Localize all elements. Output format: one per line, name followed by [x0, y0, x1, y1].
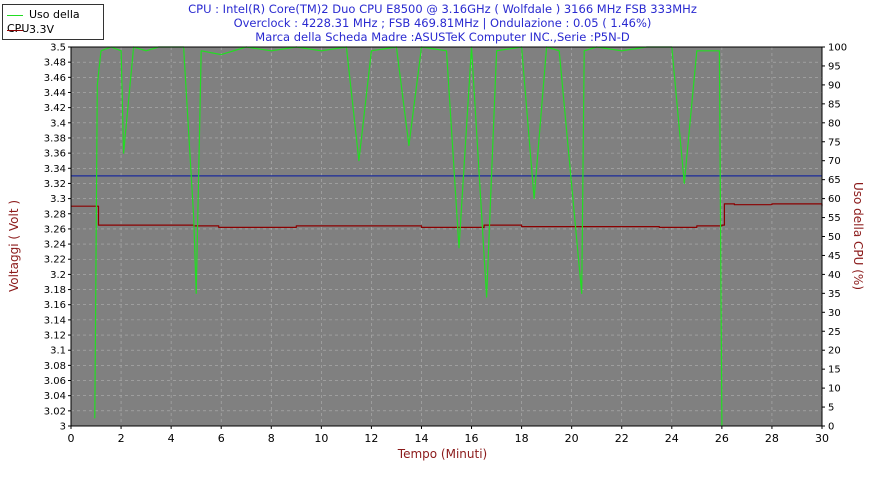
y-left-tick-label: 3.16	[44, 300, 66, 311]
legend-item-volt: 3.3V	[7, 23, 54, 37]
x-tick-label: 28	[765, 432, 779, 445]
y-right-tick-label: 85	[828, 99, 841, 110]
y-left-tick-label: 3.02	[44, 406, 66, 417]
y-right-tick-label: 75	[828, 137, 841, 148]
y-right-ticks: 0 5 10 15 20 25 30 35 40 45 50 55 60 65 70 75 80 85 90 95 10…	[822, 43, 847, 433]
y-right-tick-label: 35	[828, 289, 841, 300]
y-left-tick-label: 3.2	[50, 270, 66, 281]
y-left-tick-label: 3.26	[44, 224, 66, 235]
y-right-tick-label: 65	[828, 175, 841, 186]
y-right-tick-label: 90	[828, 80, 841, 91]
x-tick-label: 20	[565, 432, 579, 445]
y-axis-left-label: Voltaggi ( Volt )	[7, 199, 21, 293]
y-left-ticks: 3 3.02 3.04 3.06 3.08 3.1 3.12 3.14 3.16 3.18 3.2 3…	[44, 43, 71, 433]
legend-label-cpu: Uso della CPU	[7, 8, 80, 35]
y-left-tick-label: 3.04	[44, 391, 66, 402]
x-tick-label: 4	[168, 432, 175, 445]
header-cpu-line: CPU : Intel(R) Core(TM)2 Duo CPU E8500 @…	[188, 2, 697, 16]
y-right-tick-label: 40	[828, 270, 841, 281]
y-left-tick-label: 3	[60, 422, 66, 433]
y-left-tick-label: 3.32	[44, 179, 66, 190]
x-axis-label: Tempo (Minuti)	[397, 447, 488, 461]
y-right-tick-label: 25	[828, 327, 841, 338]
y-left-tick-label: 3.4	[50, 118, 66, 129]
y-right-tick-label: 50	[828, 232, 841, 243]
legend-label-volt: 3.3V	[29, 23, 55, 36]
y-left-tick-label: 3.06	[44, 376, 66, 387]
y-left-tick-label: 3.44	[44, 88, 66, 99]
x-ticks: 0 2 4 6 8 10 12 14 16 18 20 22 24 26 28 30	[68, 426, 829, 445]
y-left-tick-label: 3.42	[44, 103, 66, 114]
header-overclock-line: Overclock : 4228.31 MHz ; FSB 469.81MHz …	[233, 16, 652, 30]
header-motherboard-line: Marca della Scheda Madre :ASUSTeK Comput…	[255, 30, 630, 44]
y-left-tick-label: 3.14	[44, 315, 66, 326]
y-left-tick-label: 3.28	[44, 209, 66, 220]
legend: Uso della CPU 3.3V	[2, 4, 104, 40]
x-tick-label: 10	[314, 432, 328, 445]
x-tick-label: 22	[615, 432, 629, 445]
y-left-tick-label: 3.1	[50, 346, 66, 357]
y-left-tick-label: 3.48	[44, 58, 66, 69]
x-tick-label: 18	[515, 432, 529, 445]
plot-area	[71, 47, 822, 426]
y-left-tick-label: 3.22	[44, 255, 66, 266]
legend-item-cpu: Uso della CPU	[7, 8, 103, 35]
y-left-tick-label: 3.24	[44, 240, 66, 251]
y-left-tick-label: 3.08	[44, 361, 66, 372]
y-right-tick-label: 100	[828, 43, 847, 54]
y-right-tick-label: 45	[828, 251, 841, 262]
y-right-tick-label: 80	[828, 118, 841, 129]
x-tick-label: 16	[465, 432, 479, 445]
x-tick-label: 12	[364, 432, 378, 445]
y-left-tick-label: 3.38	[44, 133, 66, 144]
x-tick-label: 26	[715, 432, 729, 445]
y-left-tick-label: 3.34	[44, 164, 66, 175]
y-left-tick-label: 3.5	[50, 43, 66, 54]
y-right-tick-label: 10	[828, 384, 841, 395]
x-tick-label: 0	[68, 432, 75, 445]
x-tick-label: 24	[665, 432, 679, 445]
y-right-tick-label: 55	[828, 213, 841, 224]
y-right-tick-label: 5	[828, 403, 834, 414]
legend-swatch-volt	[7, 29, 23, 31]
legend-swatch-cpu	[7, 14, 23, 16]
y-left-tick-label: 3.3	[50, 194, 66, 205]
y-right-tick-label: 0	[828, 422, 834, 433]
x-tick-label: 2	[118, 432, 125, 445]
y-axis-right-label: Uso della CPU (%)	[851, 181, 865, 291]
y-left-tick-label: 3.36	[44, 149, 66, 160]
x-tick-label: 8	[268, 432, 275, 445]
y-left-tick-label: 3.18	[44, 285, 66, 296]
y-right-tick-label: 15	[828, 365, 841, 376]
x-tick-label: 30	[815, 432, 829, 445]
y-left-tick-label: 3.12	[44, 331, 66, 342]
y-right-tick-label: 60	[828, 194, 841, 205]
y-right-tick-label: 20	[828, 346, 841, 357]
y-right-tick-label: 30	[828, 308, 841, 319]
y-left-tick-label: 3.46	[44, 73, 66, 84]
x-tick-label: 14	[414, 432, 428, 445]
y-right-tick-label: 70	[828, 156, 841, 167]
y-right-tick-label: 95	[828, 61, 841, 72]
x-tick-label: 6	[218, 432, 225, 445]
